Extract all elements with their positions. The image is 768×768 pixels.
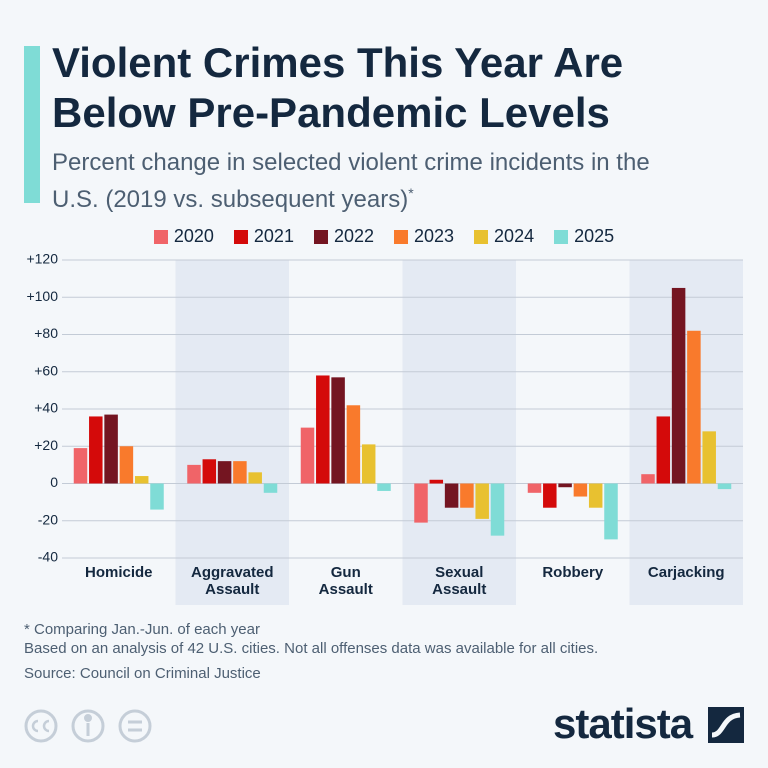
category-band	[629, 260, 743, 605]
bar	[460, 483, 474, 508]
bar	[300, 427, 315, 484]
legend: 2020 2021 2022 2023 2024 2025	[0, 226, 768, 247]
source: Source: Council on Criminal Justice	[24, 665, 261, 682]
category-band	[175, 260, 289, 605]
bar	[558, 483, 572, 488]
legend-swatch	[233, 229, 248, 244]
bar	[687, 330, 701, 484]
legend-swatch	[313, 229, 328, 244]
y-tick-label: +80	[34, 325, 58, 341]
bar	[346, 405, 361, 484]
bar	[119, 446, 134, 484]
bar	[475, 483, 489, 519]
bar	[429, 479, 444, 484]
bar	[202, 459, 217, 484]
bar	[331, 377, 345, 484]
y-tick-label: -20	[38, 511, 58, 527]
legend-swatch	[554, 229, 569, 244]
y-tick-label: +100	[26, 288, 58, 304]
x-tick-label: Homicide	[84, 564, 153, 581]
legend-label: 2021	[253, 226, 294, 246]
bar	[490, 483, 505, 536]
accent-bar	[24, 46, 40, 203]
legend-item: 2022	[313, 226, 374, 247]
bar	[104, 414, 118, 484]
y-tick-label: +20	[34, 437, 58, 453]
legend-label: 2023	[414, 226, 455, 246]
x-tick-label: Robbery	[542, 564, 604, 581]
x-tick-label: Gun Assault	[318, 564, 373, 598]
title: Violent Crimes This Year Are Below Pre-P…	[52, 39, 624, 136]
legend-item: 2023	[394, 226, 454, 247]
bar	[217, 461, 232, 484]
bar	[89, 416, 103, 484]
bar	[588, 483, 603, 508]
subtitle-text: Percent change in selected violent crime…	[52, 149, 650, 213]
y-tick-label: +60	[34, 362, 58, 378]
legend-item: 2025	[554, 226, 614, 247]
x-tick-label: Carjacking	[647, 564, 725, 581]
y-tick-label: 0	[50, 474, 58, 490]
legend-label: 2022	[333, 226, 374, 246]
bar	[573, 483, 588, 497]
category-band	[402, 260, 516, 605]
license-icons	[24, 709, 152, 743]
bar	[73, 448, 88, 484]
y-tick-label: -40	[38, 549, 58, 565]
bar	[263, 483, 278, 493]
bar	[671, 287, 686, 484]
brand-icon	[708, 707, 744, 743]
legend-label: 2025	[574, 226, 615, 246]
bar	[527, 483, 542, 493]
bar	[656, 416, 671, 484]
bar	[150, 483, 164, 510]
legend-label: 2024	[494, 226, 535, 246]
bar	[414, 483, 428, 523]
legend-swatch	[153, 229, 168, 244]
bar	[702, 431, 716, 484]
legend-item: 2021	[233, 226, 294, 247]
legend-label: 2020	[173, 226, 214, 246]
bar	[248, 472, 262, 484]
bar	[316, 375, 330, 484]
bar	[377, 483, 391, 491]
footnote: Based on an analysis of 42 U.S. cities. …	[24, 640, 599, 657]
y-tick-label: +40	[34, 400, 58, 416]
footnote: * Comparing Jan.-Jun. of each year	[24, 621, 260, 638]
bar	[187, 464, 201, 484]
bar	[233, 461, 247, 484]
bar	[134, 476, 149, 484]
bar	[543, 483, 557, 508]
bar	[444, 483, 459, 508]
bar	[641, 474, 655, 484]
x-tick-label: Aggravated Assault	[190, 564, 274, 598]
legend-item: 2020	[153, 226, 214, 247]
brand: statista	[553, 700, 693, 747]
x-tick-label: Sexual Assault	[432, 564, 487, 598]
y-tick-label: +120	[26, 251, 58, 267]
legend-swatch	[474, 229, 489, 244]
subtitle: Percent change in selected violent crime…	[52, 148, 662, 215]
bar	[717, 483, 732, 490]
legend-item: 2024	[474, 226, 534, 247]
subtitle-mark: *	[408, 185, 414, 201]
bar	[361, 444, 376, 484]
legend-swatch	[394, 229, 408, 244]
bar	[604, 483, 618, 540]
